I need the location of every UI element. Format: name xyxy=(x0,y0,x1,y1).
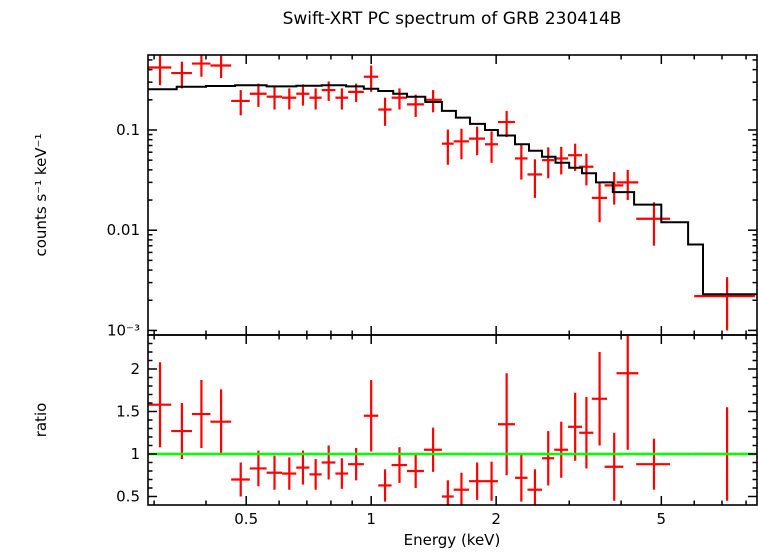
y-tick-label: 10⁻³ xyxy=(107,321,140,339)
error-bar-point xyxy=(309,88,322,110)
error-bar-point xyxy=(636,438,671,490)
error-bar-point xyxy=(453,472,469,505)
error-bar-point xyxy=(335,458,349,489)
error-bar-point xyxy=(484,131,498,163)
error-bar-point xyxy=(579,397,594,469)
x-tick-label: 0.5 xyxy=(234,510,258,528)
error-bar-point xyxy=(554,421,569,478)
error-bar-point xyxy=(527,159,543,198)
model-step-line xyxy=(148,84,757,296)
error-bar-point xyxy=(391,447,408,483)
error-bar-point xyxy=(468,126,485,156)
error-bar-point xyxy=(148,55,172,86)
error-bar-point xyxy=(484,461,498,501)
y-axis-label-counts: counts s⁻¹ keV⁻¹ xyxy=(32,134,50,257)
error-bar-point xyxy=(604,172,624,205)
error-bar-point xyxy=(266,455,283,490)
x-tick-label: 2 xyxy=(491,510,501,528)
error-bar-point xyxy=(249,450,267,487)
error-bar-point xyxy=(407,94,424,117)
error-bar-point xyxy=(296,84,310,106)
y-tick-label: 0.1 xyxy=(116,121,140,139)
error-bar-point xyxy=(282,88,297,110)
panel-frame xyxy=(147,54,758,336)
error-bar-point xyxy=(171,61,192,89)
error-bar-point xyxy=(309,459,322,490)
error-bar-point xyxy=(210,55,232,79)
x-tick-label: 5 xyxy=(657,510,667,528)
error-bar-point xyxy=(453,128,469,160)
error-bar-point xyxy=(514,454,528,502)
x-axis-label: Energy (keV) xyxy=(404,531,501,549)
error-bar-point xyxy=(527,469,543,505)
error-bar-point xyxy=(554,146,569,175)
error-bar-point xyxy=(266,86,283,110)
error-bar-point xyxy=(335,88,349,110)
error-bar-point xyxy=(249,83,267,107)
error-bar-point xyxy=(694,277,755,331)
plot-layers: 0.1 0.01 10⁻³ 0.5 1 1.5 2 0.5 1 2 5 xyxy=(107,54,758,528)
error-bar-point xyxy=(148,362,172,448)
error-bar-point xyxy=(497,373,515,476)
error-bar-point xyxy=(191,380,211,449)
error-bar-point xyxy=(378,469,392,502)
error-bar-point xyxy=(542,147,555,179)
error-bar-point xyxy=(497,110,515,138)
error-bar-point xyxy=(468,462,485,500)
error-bar-point xyxy=(568,143,582,171)
y-tick-label: 2 xyxy=(130,360,140,378)
panel-spectrum-layer xyxy=(148,55,757,331)
error-bar-point xyxy=(591,182,608,223)
chart-title: Swift-XRT PC spectrum of GRB 230414B xyxy=(283,9,622,29)
error-bar-point xyxy=(363,65,379,92)
error-bar-point xyxy=(282,457,297,490)
y-tick-label: 1 xyxy=(130,445,140,463)
x-tick-label: 1 xyxy=(366,510,376,528)
error-bar-point xyxy=(391,88,408,110)
error-bar-point xyxy=(441,129,454,165)
panel-ratio-layer xyxy=(148,335,757,505)
error-bar-point xyxy=(210,389,232,454)
error-bar-point xyxy=(542,431,555,486)
error-bar-point xyxy=(636,202,671,246)
error-bar-point xyxy=(616,169,639,201)
error-bar-point xyxy=(441,480,454,505)
error-bar-point xyxy=(514,144,528,180)
error-bar-point xyxy=(568,392,582,461)
error-bar-point xyxy=(423,427,442,472)
y-tick-label: 0.01 xyxy=(107,221,140,239)
panel-frame xyxy=(147,334,758,506)
error-bar-point xyxy=(591,352,608,446)
y-axis-label-ratio: ratio xyxy=(32,403,50,438)
error-bar-point xyxy=(616,335,639,450)
error-bar-point xyxy=(321,445,336,480)
error-bar-point xyxy=(231,462,250,497)
error-bar-point xyxy=(171,403,192,460)
error-bar-point xyxy=(231,90,250,116)
error-bar-point xyxy=(604,432,624,501)
error-bar-point xyxy=(363,380,379,452)
error-bar-point xyxy=(296,450,310,485)
error-bar-point xyxy=(378,97,392,126)
y-tick-label: 1.5 xyxy=(116,403,140,421)
ticks xyxy=(148,55,757,335)
error-bar-point xyxy=(191,55,211,77)
y-tick-label: 0.5 xyxy=(116,488,140,506)
error-bar-point xyxy=(407,454,424,488)
